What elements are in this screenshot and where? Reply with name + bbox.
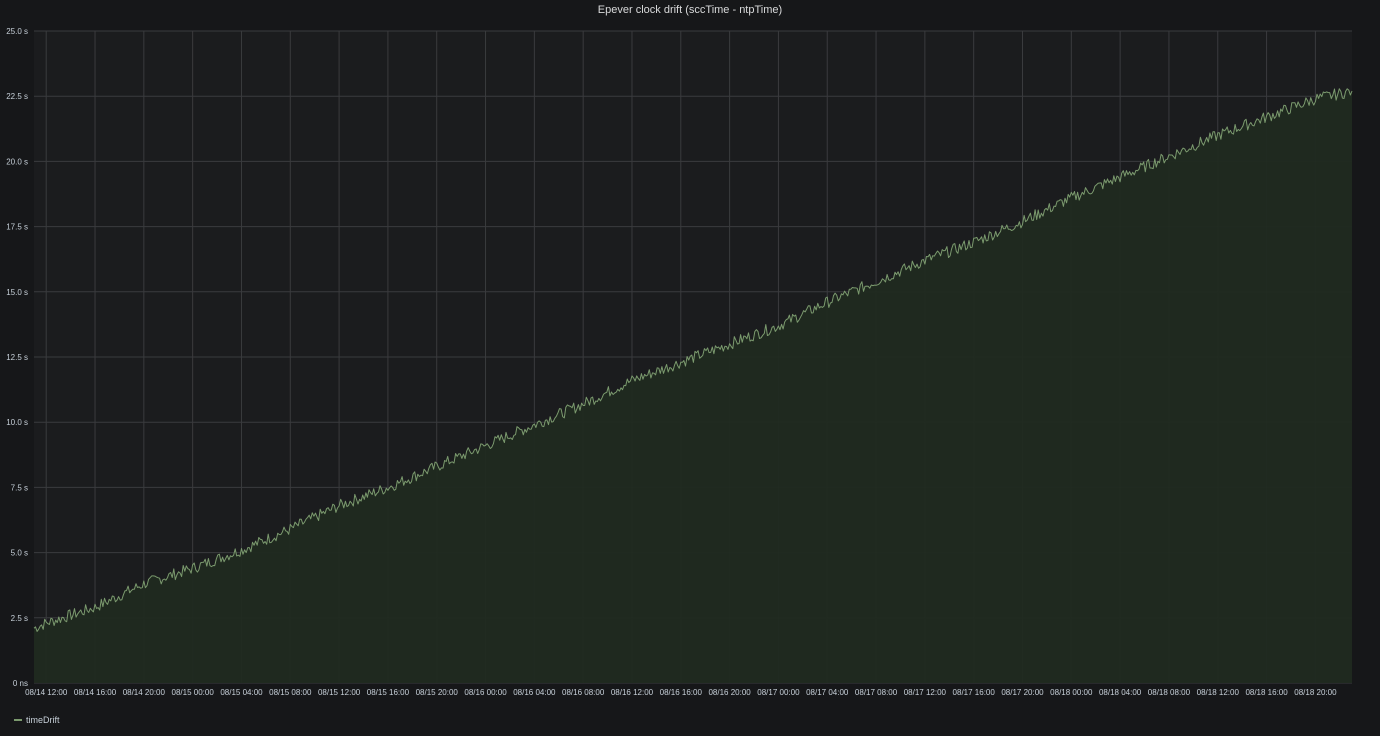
x-tick-label: 08/17 04:00 bbox=[806, 688, 849, 697]
chart-title: Epever clock drift (sccTime - ntpTime) bbox=[597, 4, 783, 16]
legend[interactable]: timeDrift bbox=[14, 715, 60, 725]
series-layer bbox=[33, 88, 1353, 683]
x-tick-label: 08/18 08:00 bbox=[1148, 688, 1191, 697]
x-tick-label: 08/18 12:00 bbox=[1197, 688, 1240, 697]
x-tick-label: 08/18 20:00 bbox=[1294, 688, 1337, 697]
x-tick-label: 08/15 00:00 bbox=[172, 688, 215, 697]
x-tick-label: 08/18 04:00 bbox=[1099, 688, 1142, 697]
y-tick-label: 17.5 s bbox=[6, 223, 28, 232]
x-tick-label: 08/16 08:00 bbox=[562, 688, 605, 697]
x-tick-label: 08/17 12:00 bbox=[904, 688, 947, 697]
x-tick-label: 08/15 08:00 bbox=[269, 688, 312, 697]
x-tick-label: 08/14 20:00 bbox=[123, 688, 166, 697]
y-tick-label: 7.5 s bbox=[11, 483, 28, 492]
x-tick-label: 08/17 16:00 bbox=[953, 688, 996, 697]
axis-layer: 0 ns 2.5 s 5.0 s 7.5 s 10.0 s 12.5 s 15.0 s 17.… bbox=[6, 27, 1337, 697]
x-tick-label: 08/15 04:00 bbox=[220, 688, 263, 697]
x-tick-label: 08/18 16:00 bbox=[1245, 688, 1288, 697]
x-tick-label: 08/15 16:00 bbox=[367, 688, 410, 697]
x-tick-label: 08/15 20:00 bbox=[416, 688, 459, 697]
y-tick-label: 12.5 s bbox=[6, 353, 28, 362]
series-area-timeDrift bbox=[34, 88, 1352, 683]
x-tick-label: 08/17 00:00 bbox=[757, 688, 800, 697]
y-tick-label: 10.0 s bbox=[6, 418, 28, 427]
y-tick-label: 20.0 s bbox=[6, 157, 28, 166]
legend-label[interactable]: timeDrift bbox=[26, 715, 60, 725]
y-tick-label: 15.0 s bbox=[6, 288, 28, 297]
x-tick-label: 08/15 12:00 bbox=[318, 688, 361, 697]
x-tick-label: 08/16 00:00 bbox=[464, 688, 507, 697]
x-tick-label: 08/17 08:00 bbox=[855, 688, 898, 697]
y-tick-label: 2.5 s bbox=[11, 614, 28, 623]
x-tick-label: 08/16 04:00 bbox=[513, 688, 556, 697]
series-line-timeDrift bbox=[33, 88, 1353, 632]
y-tick-label: 25.0 s bbox=[6, 27, 28, 36]
x-tick-label: 08/16 12:00 bbox=[611, 688, 654, 697]
x-tick-label: 08/17 20:00 bbox=[1001, 688, 1044, 697]
y-tick-label: 5.0 s bbox=[11, 549, 28, 558]
legend-swatch bbox=[14, 719, 22, 721]
x-tick-label: 08/14 16:00 bbox=[74, 688, 117, 697]
x-tick-label: 08/16 16:00 bbox=[660, 688, 703, 697]
x-tick-label: 08/18 00:00 bbox=[1050, 688, 1093, 697]
x-tick-label: 08/16 20:00 bbox=[708, 688, 751, 697]
x-tick-label: 08/14 12:00 bbox=[25, 688, 68, 697]
y-tick-label: 22.5 s bbox=[6, 92, 28, 101]
y-tick-label: 0 ns bbox=[13, 679, 28, 688]
